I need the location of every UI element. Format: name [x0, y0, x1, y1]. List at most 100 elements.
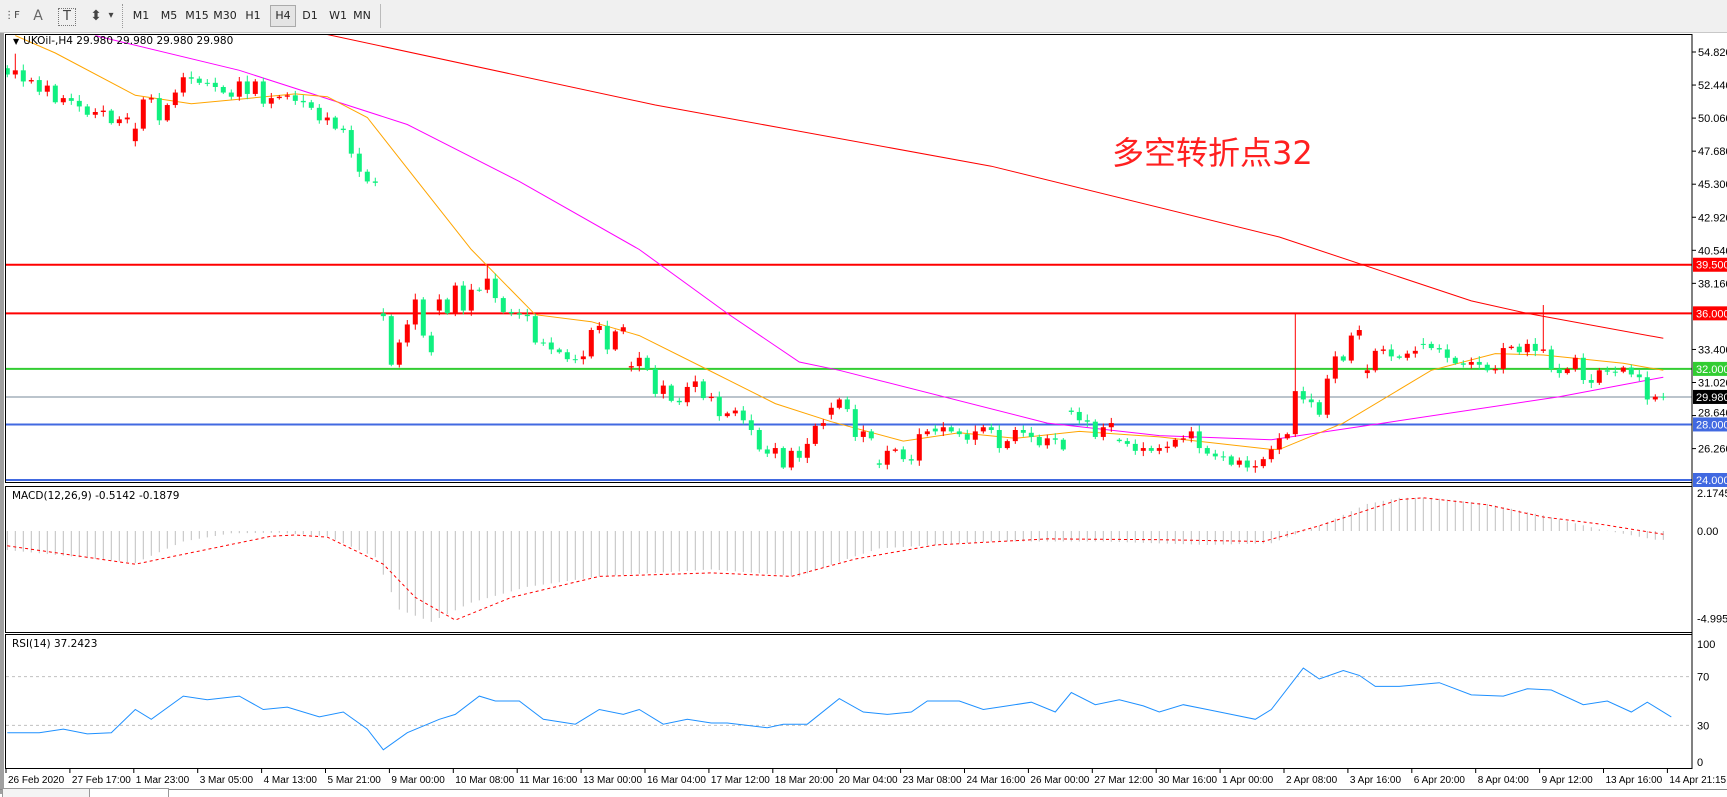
candle-body	[772, 448, 778, 454]
candle	[964, 429, 970, 444]
candle	[1228, 454, 1234, 467]
candle-body	[868, 431, 874, 439]
candle	[660, 380, 666, 399]
candle	[1284, 432, 1290, 440]
candle	[724, 411, 730, 418]
candle-body	[148, 98, 154, 100]
time-axis-label: 1 Apr 00:00	[1222, 775, 1274, 786]
candle-body	[556, 349, 562, 353]
candle-body	[1260, 459, 1266, 467]
time-axis-label: 24 Mar 16:00	[967, 775, 1026, 786]
timeframe-m1[interactable]: M1	[132, 9, 150, 22]
candle-body	[716, 396, 722, 417]
time-axis-label: 9 Mar 00:00	[391, 775, 445, 786]
timeframe-m5[interactable]: M5	[160, 9, 178, 22]
timeframe-h1[interactable]: H1	[245, 9, 261, 22]
candle-body	[156, 98, 162, 121]
candle	[28, 77, 34, 84]
candle	[292, 90, 298, 105]
price-axis-label: 26.260	[1698, 444, 1727, 456]
candle	[436, 294, 442, 316]
candle	[668, 383, 674, 403]
chart-annotation-text[interactable]: 多空转折点32	[1112, 134, 1313, 172]
candle-body	[1380, 349, 1386, 351]
time-axis-label: 10 Mar 08:00	[455, 775, 514, 786]
candle-body	[884, 450, 890, 465]
candle-body	[580, 356, 586, 360]
candle	[1300, 386, 1306, 404]
time-axis-label: 13 Apr 16:00	[1606, 775, 1663, 786]
candle-body	[228, 92, 234, 97]
candle-body	[1244, 460, 1250, 468]
time-axis-label: 26 Feb 2020	[8, 775, 65, 786]
rsi-label: RSI(14) 37.2423	[12, 638, 98, 650]
candle-body	[804, 443, 810, 458]
chart-tab-2[interactable]	[89, 788, 169, 797]
candle-body	[428, 335, 434, 353]
candle	[388, 314, 394, 367]
candle	[988, 423, 994, 434]
timeframe-w1[interactable]: W1	[329, 9, 347, 22]
candle	[1404, 350, 1410, 361]
main-pane	[5, 34, 1693, 483]
text-icon[interactable]: A	[33, 8, 43, 24]
rsi-axis-label: 0	[1697, 757, 1703, 769]
price-axis-label: 33.400	[1698, 344, 1727, 356]
candle-body	[1060, 439, 1066, 450]
candle-body	[36, 80, 42, 92]
candle-body	[116, 119, 122, 124]
candle	[652, 365, 658, 398]
arrows-icon[interactable]: ⬍	[90, 8, 102, 24]
symbol-label[interactable]: ▼ UKOil-,H4 29.980 29.980 29.980 29.980	[13, 35, 233, 47]
candle-body	[1396, 356, 1402, 358]
time-axis-label: 17 Mar 12:00	[711, 775, 770, 786]
candle	[180, 72, 186, 97]
line-studies-icon[interactable]: ⋮F	[4, 10, 20, 21]
candle	[68, 93, 74, 105]
candle	[20, 64, 26, 87]
timeframe-m30[interactable]: M30	[213, 9, 237, 22]
candle-body	[1308, 399, 1314, 403]
arrows-dropdown-icon[interactable]: ▾	[108, 10, 114, 21]
candle-body	[476, 289, 482, 291]
candle-body	[660, 385, 666, 394]
candle	[1548, 345, 1554, 373]
time-axis-label: 2 Apr 08:00	[1286, 775, 1338, 786]
candle	[1588, 374, 1594, 389]
price-level-tag-label: 28.000	[1696, 419, 1727, 431]
candle-body	[444, 299, 450, 314]
candle-body	[588, 330, 594, 357]
time-axis-label: 5 Mar 21:00	[328, 775, 382, 786]
candle-body	[1252, 466, 1258, 468]
candle	[276, 95, 282, 100]
text-label-icon[interactable]: T	[58, 8, 76, 26]
candle	[108, 108, 114, 125]
candle-body	[1172, 439, 1178, 447]
candle-body	[468, 289, 474, 311]
symbol-dropdown-icon[interactable]: ▼	[13, 37, 20, 46]
timeframe-mn[interactable]: MN	[353, 9, 371, 22]
chart-tab-1[interactable]	[2, 788, 90, 797]
candle	[1212, 449, 1218, 460]
candle	[1476, 356, 1482, 370]
timeframe-m15[interactable]: M15	[185, 9, 209, 22]
candle-body	[1628, 367, 1634, 375]
candle	[1660, 392, 1666, 401]
candle-body	[860, 431, 866, 437]
candle	[580, 350, 586, 365]
candle	[572, 354, 578, 364]
candle-body	[636, 357, 642, 367]
price-level-tag-label: 39.500	[1696, 260, 1727, 272]
moving-average-mid-line	[95, 35, 1664, 441]
candle-body	[1324, 378, 1330, 415]
candle-body	[1476, 361, 1482, 365]
candle-body	[1588, 380, 1594, 383]
candle-body	[1412, 350, 1418, 354]
candle-body	[1420, 343, 1426, 345]
candle	[132, 122, 138, 147]
price-level-tag-label: 29.980	[1696, 392, 1727, 404]
candle-body	[1332, 356, 1338, 379]
timeframe-d1[interactable]: D1	[302, 9, 318, 22]
timeframe-h4[interactable]: H4	[270, 5, 296, 27]
